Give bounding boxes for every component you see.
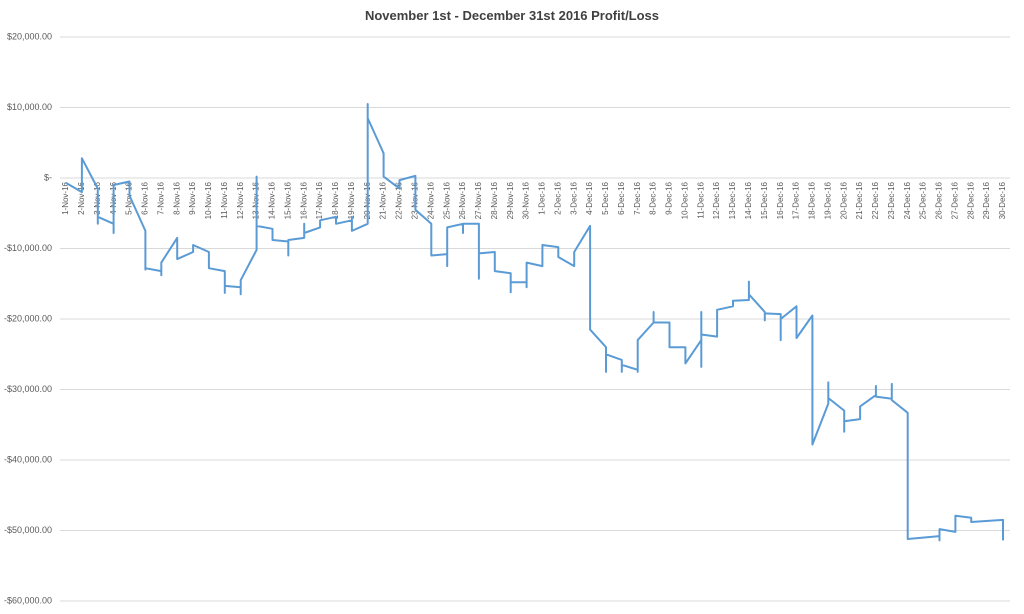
x-tick-label: 4-Dec-16: [585, 181, 594, 214]
y-tick-label: -$20,000.00: [4, 313, 52, 323]
x-tick-label: 25-Nov-16: [442, 181, 451, 219]
x-tick-label: 2-Nov-16: [77, 181, 86, 214]
x-tick-label: 22-Nov-16: [395, 181, 404, 219]
x-tick-label: 24-Nov-16: [426, 181, 435, 219]
x-tick-label: 19-Dec-16: [823, 181, 832, 219]
x-tick-label: 15-Nov-16: [283, 181, 292, 219]
x-tick-label: 28-Nov-16: [490, 181, 499, 219]
y-tick-label: -$60,000.00: [4, 595, 52, 605]
x-tick-label: 20-Dec-16: [839, 181, 848, 219]
x-tick-label: 21-Nov-16: [379, 181, 388, 219]
x-tick-label: 22-Dec-16: [871, 181, 880, 219]
x-tick-label: 17-Dec-16: [792, 181, 801, 219]
x-tick-label: 27-Dec-16: [950, 181, 959, 219]
y-tick-label: $20,000.00: [7, 31, 52, 41]
x-tick-label: 7-Nov-16: [156, 181, 165, 214]
x-tick-label: 18-Dec-16: [808, 181, 817, 219]
x-tick-label: 8-Dec-16: [649, 181, 658, 214]
x-tick-label: 30-Dec-16: [998, 181, 1007, 219]
x-tick-label: 6-Nov-16: [141, 181, 150, 214]
x-tick-label: 16-Nov-16: [299, 181, 308, 219]
x-tick-label: 28-Dec-16: [966, 181, 975, 219]
x-tick-label: 5-Nov-16: [125, 181, 134, 214]
y-tick-label: -$40,000.00: [4, 454, 52, 464]
x-tick-label: 2-Dec-16: [553, 181, 562, 214]
x-tick-label: 15-Dec-16: [760, 181, 769, 219]
x-tick-label: 8-Nov-16: [172, 181, 181, 214]
x-tick-label: 3-Dec-16: [569, 181, 578, 214]
x-tick-label: 27-Nov-16: [474, 181, 483, 219]
x-tick-label: 26-Dec-16: [935, 181, 944, 219]
x-tick-label: 29-Nov-16: [506, 181, 515, 219]
y-tick-label: -$10,000.00: [4, 243, 52, 253]
x-tick-label: 18-Nov-16: [331, 181, 340, 219]
x-tick-label: 26-Nov-16: [458, 181, 467, 219]
x-tick-label: 7-Dec-16: [633, 181, 642, 214]
x-tick-label: 10-Dec-16: [680, 181, 689, 219]
x-tick-label: 1-Dec-16: [538, 181, 547, 214]
x-tick-label: 24-Dec-16: [903, 181, 912, 219]
x-tick-label: 6-Dec-16: [617, 181, 626, 214]
x-tick-label: 16-Dec-16: [776, 181, 785, 219]
y-tick-label: -$30,000.00: [4, 384, 52, 394]
x-tick-label: 12-Dec-16: [712, 181, 721, 219]
y-tick-label: $10,000.00: [7, 102, 52, 112]
x-tick-label: 29-Dec-16: [982, 181, 991, 219]
x-tick-label: 23-Dec-16: [887, 181, 896, 219]
x-tick-label: 9-Nov-16: [188, 181, 197, 214]
x-tick-label: 12-Nov-16: [236, 181, 245, 219]
x-tick-label: 11-Nov-16: [220, 181, 229, 218]
x-tick-label: 10-Nov-16: [204, 181, 213, 219]
x-tick-label: 19-Nov-16: [347, 181, 356, 219]
x-tick-label: 13-Dec-16: [728, 181, 737, 219]
data-line: [65, 103, 1004, 542]
x-tick-label: 25-Dec-16: [919, 181, 928, 219]
y-tick-label: $-: [44, 172, 52, 182]
x-tick-label: 11-Dec-16: [696, 181, 705, 218]
y-tick-label: -$50,000.00: [4, 525, 52, 535]
x-tick-label: 14-Dec-16: [744, 181, 753, 219]
x-tick-label: 14-Nov-16: [268, 181, 277, 219]
x-tick-label: 17-Nov-16: [315, 181, 324, 219]
x-tick-label: 21-Dec-16: [855, 181, 864, 219]
x-tick-label: 1-Nov-16: [61, 181, 70, 214]
x-tick-label: 5-Dec-16: [601, 181, 610, 214]
x-tick-label: 30-Nov-16: [522, 181, 531, 219]
x-tick-label: 9-Dec-16: [665, 181, 674, 214]
chart-title: November 1st - December 31st 2016 Profit…: [365, 8, 659, 23]
